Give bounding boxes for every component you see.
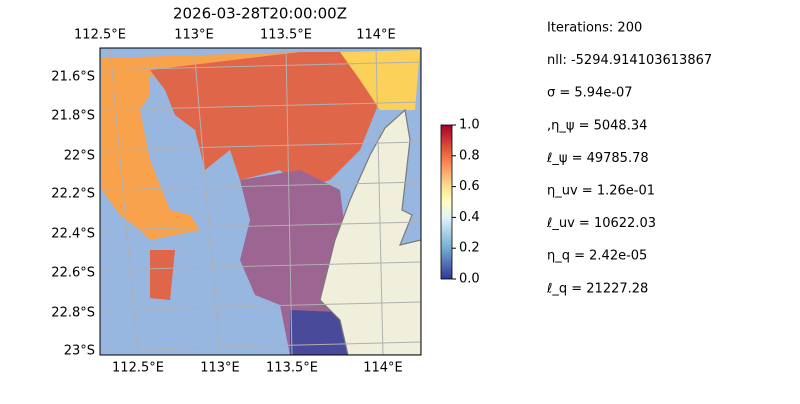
colorbar-tick-label: 0.4: [459, 210, 480, 225]
colorbar-tick-label: 0.2: [459, 241, 480, 256]
info-line: ℓ_uv = 10622.03: [546, 216, 656, 231]
colorbar-tick-label: 0.6: [459, 179, 480, 194]
info-line: η_q = 2.42e-05: [547, 249, 647, 264]
info-line: ,η_ψ = 5048.34: [547, 118, 647, 133]
lat-label: 21.8°S: [51, 109, 95, 124]
lat-label: 22.2°S: [51, 187, 95, 202]
field-red: [150, 52, 380, 190]
lon-label: 113°E: [200, 361, 240, 376]
lon-label: 113°E: [174, 28, 214, 43]
lat-label: 22.8°S: [51, 306, 95, 321]
info-line: ℓ_ψ = 49785.78: [546, 151, 649, 166]
map-frame: [99, 47, 422, 356]
graticule: [100, 48, 421, 355]
colorbar-tick-label: 0.8: [459, 148, 480, 163]
map-area: [100, 48, 421, 355]
field-yellow: [340, 50, 420, 110]
lon-label: 112.5°E: [112, 361, 164, 376]
lon-label: 112.5°E: [74, 28, 126, 43]
lon-label: 114°E: [356, 28, 396, 43]
info-line: ℓ_q = 21227.28: [546, 281, 648, 296]
lon-label: 113.5°E: [266, 361, 318, 376]
colorbar-tick-label: 0.0: [459, 272, 480, 287]
lat-label: 23°S: [64, 344, 95, 359]
colorbar: [440, 124, 453, 280]
lon-label: 113.5°E: [260, 28, 312, 43]
land: [319, 108, 421, 355]
lat-label: 22.4°S: [51, 227, 95, 242]
info-line: σ = 5.94e-07: [547, 86, 633, 101]
field-red-2: [150, 250, 175, 300]
colorbar-tick-label: 1.0: [459, 118, 480, 133]
lon-label: 114°E: [363, 361, 403, 376]
lat-label: 21.6°S: [51, 70, 95, 85]
info-line: Iterations: 200: [547, 21, 642, 36]
info-line: nll: -5294.914103613867: [547, 53, 712, 68]
field-purple: [240, 170, 345, 355]
map-title: 2026-03-28T20:00:00Z: [173, 5, 347, 23]
lat-label: 22.6°S: [51, 266, 95, 281]
lat-label: 22°S: [64, 149, 95, 164]
info-line: η_uv = 1.26e-01: [547, 184, 655, 199]
